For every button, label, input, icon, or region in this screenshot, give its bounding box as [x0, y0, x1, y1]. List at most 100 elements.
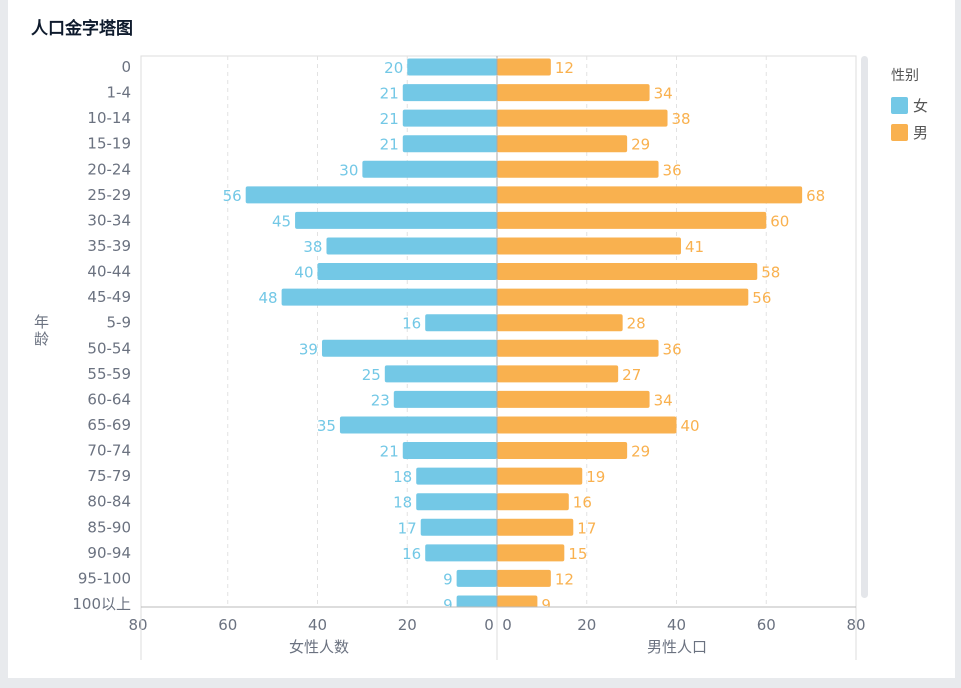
bar-female [402, 135, 497, 153]
bar-male [497, 339, 659, 357]
bar-male [497, 211, 767, 229]
bar-male [497, 314, 623, 332]
legend-label-female: 女 [913, 97, 929, 115]
x-tick-label-right: 40 [667, 616, 686, 634]
y-tick-label: 95-100 [78, 569, 131, 587]
legend-label-male: 男 [913, 124, 929, 142]
bar-male [497, 467, 583, 485]
data-label-female: 48 [259, 289, 278, 307]
data-label-male: 56 [752, 289, 771, 307]
bar-male [497, 263, 758, 281]
data-label-female: 18 [393, 468, 412, 486]
bar-female [420, 518, 497, 536]
data-label-female: 18 [393, 494, 412, 512]
legend-swatch-female [891, 97, 908, 114]
bar-female [425, 544, 497, 562]
bar-male [497, 416, 677, 434]
bar-female [245, 186, 497, 204]
scrollbar[interactable] [861, 56, 868, 598]
data-label-female: 39 [299, 340, 318, 358]
y-tick-label: 75-79 [87, 467, 131, 485]
data-label-female: 30 [339, 161, 358, 179]
bar-male [497, 544, 565, 562]
bar-male [497, 442, 628, 460]
data-label-male: 36 [663, 340, 682, 358]
bar-male [497, 493, 569, 511]
y-tick-label: 10-14 [87, 109, 131, 127]
data-label-female: 40 [294, 264, 313, 282]
bar-female [321, 339, 497, 357]
data-label-male: 40 [681, 417, 700, 435]
x-tick-label-right: 20 [577, 616, 596, 634]
bar-male [497, 365, 619, 383]
data-label-male: 29 [631, 443, 650, 461]
y-tick-label: 40-44 [87, 263, 131, 281]
y-tick-label: 0 [121, 58, 131, 76]
y-axis-label: 年龄 [34, 313, 50, 348]
y-tick-label: 20-24 [87, 160, 131, 178]
data-label-male: 9 [541, 596, 551, 614]
bar-female [362, 160, 497, 178]
x-tick-label-left: 20 [398, 616, 417, 634]
data-label-female: 21 [380, 136, 399, 154]
bar-female [402, 84, 497, 102]
y-tick-label: 60-64 [87, 390, 131, 408]
y-tick-label: 30-34 [87, 211, 131, 229]
data-label-female: 20 [384, 59, 403, 77]
data-label-female: 45 [272, 212, 291, 230]
data-label-male: 27 [622, 366, 641, 384]
data-label-male: 16 [573, 494, 592, 512]
y-tick-label: 15-19 [87, 135, 131, 153]
bar-male [497, 58, 551, 76]
data-label-female: 38 [303, 238, 322, 256]
y-tick-label: 100以上 [72, 595, 131, 613]
data-label-male: 29 [631, 136, 650, 154]
bar-female [402, 109, 497, 127]
bar-male [497, 595, 538, 607]
bar-female [402, 442, 497, 460]
data-label-female: 23 [371, 391, 390, 409]
bar-male [497, 237, 681, 255]
data-label-male: 34 [654, 391, 673, 409]
x-tick-label-right: 0 [502, 616, 512, 634]
y-tick-label: 50-54 [87, 339, 131, 357]
bar-female [416, 493, 497, 511]
y-tick-label: 1-4 [107, 84, 132, 102]
data-label-female: 17 [398, 519, 417, 537]
bar-male [497, 135, 628, 153]
legend-item-female[interactable]: 女 [891, 95, 928, 116]
x-tick-label-left: 40 [308, 616, 327, 634]
bar-female [393, 390, 497, 408]
data-label-male: 19 [586, 468, 605, 486]
data-label-male: 38 [672, 110, 691, 128]
x-tick-label-right: 60 [757, 616, 776, 634]
legend-item-male[interactable]: 男 [891, 122, 928, 143]
bar-male [497, 518, 574, 536]
y-tick-label: 45-49 [87, 288, 131, 306]
legend-swatch-male [891, 124, 908, 141]
bar-female [317, 263, 497, 281]
bar-female [281, 288, 497, 306]
data-label-female: 21 [380, 85, 399, 103]
y-tick-label: 85-90 [87, 518, 131, 536]
bar-female [339, 416, 497, 434]
bar-male [497, 569, 551, 587]
bar-female [326, 237, 497, 255]
data-label-male: 58 [761, 264, 780, 282]
y-tick-label: 90-94 [87, 544, 131, 562]
bar-female [295, 211, 497, 229]
y-tick-label: 25-29 [87, 186, 131, 204]
data-label-male: 34 [654, 85, 673, 103]
bar-male [497, 186, 803, 204]
chart-title: 人口金字塔图 [31, 19, 133, 39]
x-tick-label-left: 80 [128, 616, 147, 634]
data-label-female: 9 [443, 570, 453, 588]
y-tick-label: 35-39 [87, 237, 131, 255]
data-label-female: 21 [380, 110, 399, 128]
data-label-female: 35 [317, 417, 336, 435]
x-tick-label-left: 60 [218, 616, 237, 634]
bars: 20 12 21 34 21 38 21 29 30 36 56 68 45 60 38 41 40 58 48 56… [223, 58, 825, 614]
data-label-male: 28 [627, 315, 646, 333]
data-label-male: 41 [685, 238, 704, 256]
bar-male [497, 390, 650, 408]
